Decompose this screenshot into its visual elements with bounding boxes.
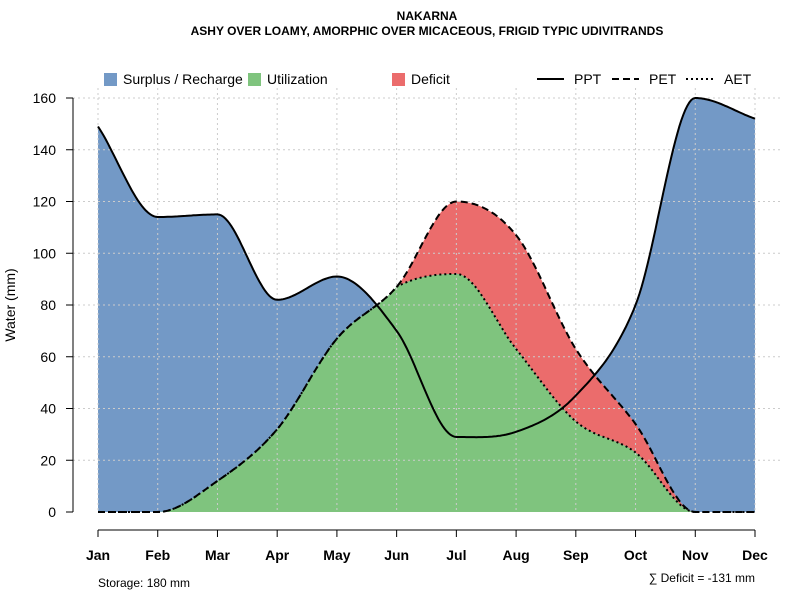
footer-storage: Storage: 180 mm (98, 576, 190, 590)
x-tick-label-mar: Mar (205, 547, 230, 563)
x-tick-label-feb: Feb (145, 547, 170, 563)
axes-layer: 0 20 40 60 80 100 120 140 160 Jan Feb Mar Apr May Jun J… (33, 90, 768, 563)
y-tick-label-40: 40 (40, 401, 56, 417)
legend-label-pet: PET (649, 71, 677, 87)
x-tick-label-jun: Jun (384, 547, 409, 563)
y-tick-label-0: 0 (48, 504, 56, 520)
x-tick-label-dec: Dec (742, 547, 768, 563)
areas-layer (98, 98, 755, 512)
legend-label-aet: AET (724, 71, 752, 87)
legend-swatch-utilization (248, 73, 261, 86)
y-tick-label-140: 140 (33, 142, 57, 158)
legend-swatch-surplus (104, 73, 117, 86)
lines-layer (97, 97, 756, 513)
x-tick-label-apr: Apr (265, 547, 290, 563)
legend-label-utilization: Utilization (267, 71, 328, 87)
y-tick-label-100: 100 (33, 245, 57, 261)
x-tick-label-jan: Jan (86, 547, 110, 563)
series-line-pet (98, 200, 755, 513)
y-tick-label-120: 120 (33, 194, 57, 210)
y-tick-label-160: 160 (33, 90, 57, 106)
chart-title: NAKARNA (397, 9, 458, 23)
legend-label-ppt: PPT (574, 71, 602, 87)
x-tick-label-nov: Nov (682, 547, 709, 563)
series-line-ppt (97, 97, 756, 439)
legend-label-deficit: Deficit (411, 71, 450, 87)
legend: Surplus / Recharge Utilization Deficit P… (104, 71, 752, 87)
grid-layer (73, 88, 782, 512)
x-tick-label-sep: Sep (563, 547, 589, 563)
legend-label-surplus: Surplus / Recharge (123, 71, 243, 87)
y-tick-label-80: 80 (40, 297, 56, 313)
legend-swatch-deficit (392, 73, 405, 86)
x-tick-label-aug: Aug (502, 547, 529, 563)
x-tick-label-may: May (323, 547, 350, 563)
area-deficit (98, 201, 755, 512)
chart-subtitle: ASHY OVER LOAMY, AMORPHIC OVER MICACEOUS… (191, 24, 664, 38)
x-tick-label-oct: Oct (624, 547, 648, 563)
y-axis-label: Water (mm) (2, 268, 18, 341)
y-tick-label-60: 60 (40, 349, 56, 365)
x-tick-label-jul: Jul (446, 547, 466, 563)
footer-deficit: ∑ Deficit = -131 mm (649, 571, 755, 585)
y-tick-label-20: 20 (40, 452, 56, 468)
